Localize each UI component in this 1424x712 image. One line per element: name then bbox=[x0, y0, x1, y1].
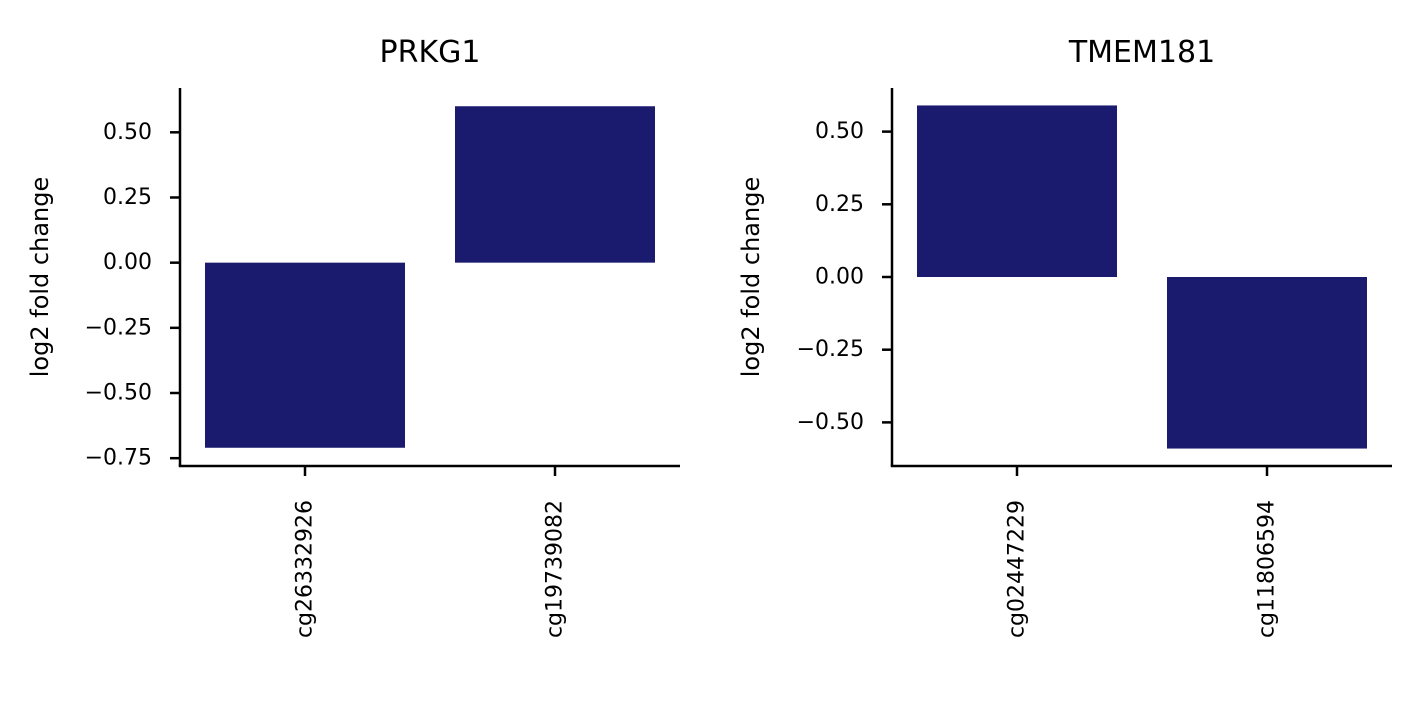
chart-title: PRKG1 bbox=[380, 35, 481, 70]
y-tick-label: −0.50 bbox=[85, 381, 152, 406]
x-tick-label: cg26332926 bbox=[293, 500, 318, 638]
x-tick-label: cg02447229 bbox=[1005, 500, 1030, 638]
y-tick-label: 0.25 bbox=[103, 185, 152, 210]
x-tick-label: cg11806594 bbox=[1255, 500, 1280, 638]
bar-cg26332926 bbox=[205, 262, 405, 448]
chart-tmem181: TMEM181 log2 fold change 0.50 0.25 0.00 −0.25… bbox=[737, 35, 1392, 638]
y-tick-label: 0.00 bbox=[815, 265, 864, 290]
chart-prkg1: PRKG1 log2 fold change 0.50 0.25 0.00 −0.25 −0… bbox=[26, 35, 680, 638]
y-tick-label: −0.50 bbox=[797, 410, 864, 435]
y-tick-label: 0.50 bbox=[815, 119, 864, 144]
x-tick-label: cg19739082 bbox=[543, 500, 568, 638]
y-tick-label: 0.00 bbox=[103, 250, 152, 275]
bar-cg02447229 bbox=[917, 105, 1117, 277]
bar-cg11806594 bbox=[1167, 277, 1367, 449]
chart-title: TMEM181 bbox=[1068, 35, 1215, 70]
y-tick-label: −0.75 bbox=[85, 446, 152, 471]
bar-cg19739082 bbox=[455, 106, 655, 263]
y-tick-label: −0.25 bbox=[85, 315, 152, 340]
y-axis-label: log2 fold change bbox=[26, 177, 54, 377]
y-tick-label: 0.25 bbox=[815, 192, 864, 217]
y-tick-label: −0.25 bbox=[797, 337, 864, 362]
y-axis-label: log2 fold change bbox=[737, 177, 765, 377]
y-tick-label: 0.50 bbox=[103, 120, 152, 145]
